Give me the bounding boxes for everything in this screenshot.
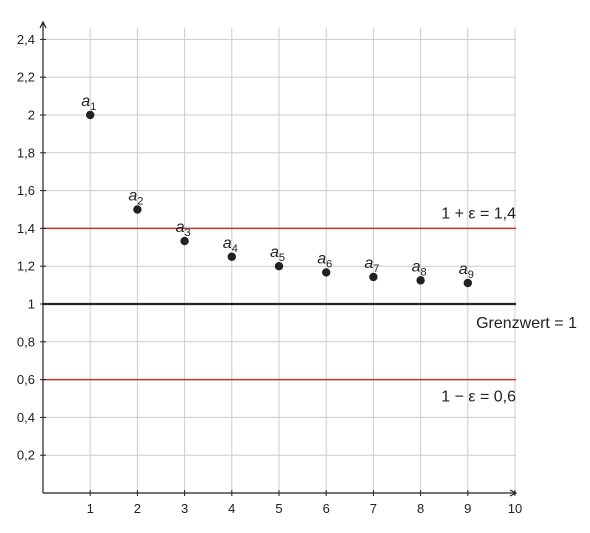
x-tick-label: 1 [87,501,94,516]
data-point [369,272,378,282]
data-point [227,252,236,261]
data-point-label: a2 [128,188,143,208]
y-tick-label: 1,4 [17,221,35,236]
x-tick-label: 10 [508,501,522,516]
y-tick-label: 0,2 [17,448,35,463]
y-tick-label: 0,8 [17,334,35,349]
y-tick-label: 1,8 [17,145,35,160]
data-point [322,268,331,277]
x-tick-label: 3 [181,501,188,516]
x-tick-label: 4 [228,501,235,516]
data-point [463,278,472,288]
data-point-label: a6 [317,250,332,270]
x-tick-label: 2 [134,501,141,516]
y-axis-arrow [39,20,47,29]
data-point [86,110,95,120]
data-point [416,276,425,285]
x-tick-label: 5 [275,501,282,516]
data-point [180,236,189,246]
data-point-label: a7 [364,255,379,275]
y-tick-label: 1,6 [17,183,35,198]
axes [39,20,518,497]
x-axis-arrow [509,489,518,497]
x-tick-label: 6 [323,501,330,516]
reference-line-label: 1 − ε = 0,6 [441,389,516,406]
x-tick-label: 7 [370,501,377,516]
y-tick-label: 0,6 [17,372,35,387]
x-tick-label: 8 [417,501,424,516]
y-tick-label: 2,2 [17,70,35,85]
data-point-label: a5 [270,244,285,264]
data-point-label: a4 [223,235,238,255]
y-tick-label: 1,2 [17,259,35,274]
y-tick-label: 0,4 [17,410,35,425]
data-point [133,205,142,214]
y-tick-label: 1 [28,297,35,312]
y-tick-label: 2 [28,108,35,123]
tick-labels: 1 2 3 4 5 6 7 8 9 10 0,2 0,4 0,6 0,8 1 1,2 1,4 1,6 1,8 2 2,2… [17,32,522,516]
reference-line-label: 1 + ε = 1,4 [441,205,516,222]
reference-lines: 1 + ε = 1,4 Grenzwert = 1 1 − ε = 0,6 [43,205,577,406]
y-tick-label: 2,4 [17,32,35,47]
data-points: a1 a2 a3 a4 a5 a6 a7 a8 a9 [81,93,474,288]
x-tick-label: 9 [464,501,471,516]
data-point-label: a9 [459,261,474,281]
reference-line-label: Grenzwert = 1 [476,315,577,332]
data-point-label: a1 [81,93,96,113]
data-point [274,262,284,271]
data-point-label: a3 [176,219,191,239]
data-point-label: a8 [412,258,427,278]
